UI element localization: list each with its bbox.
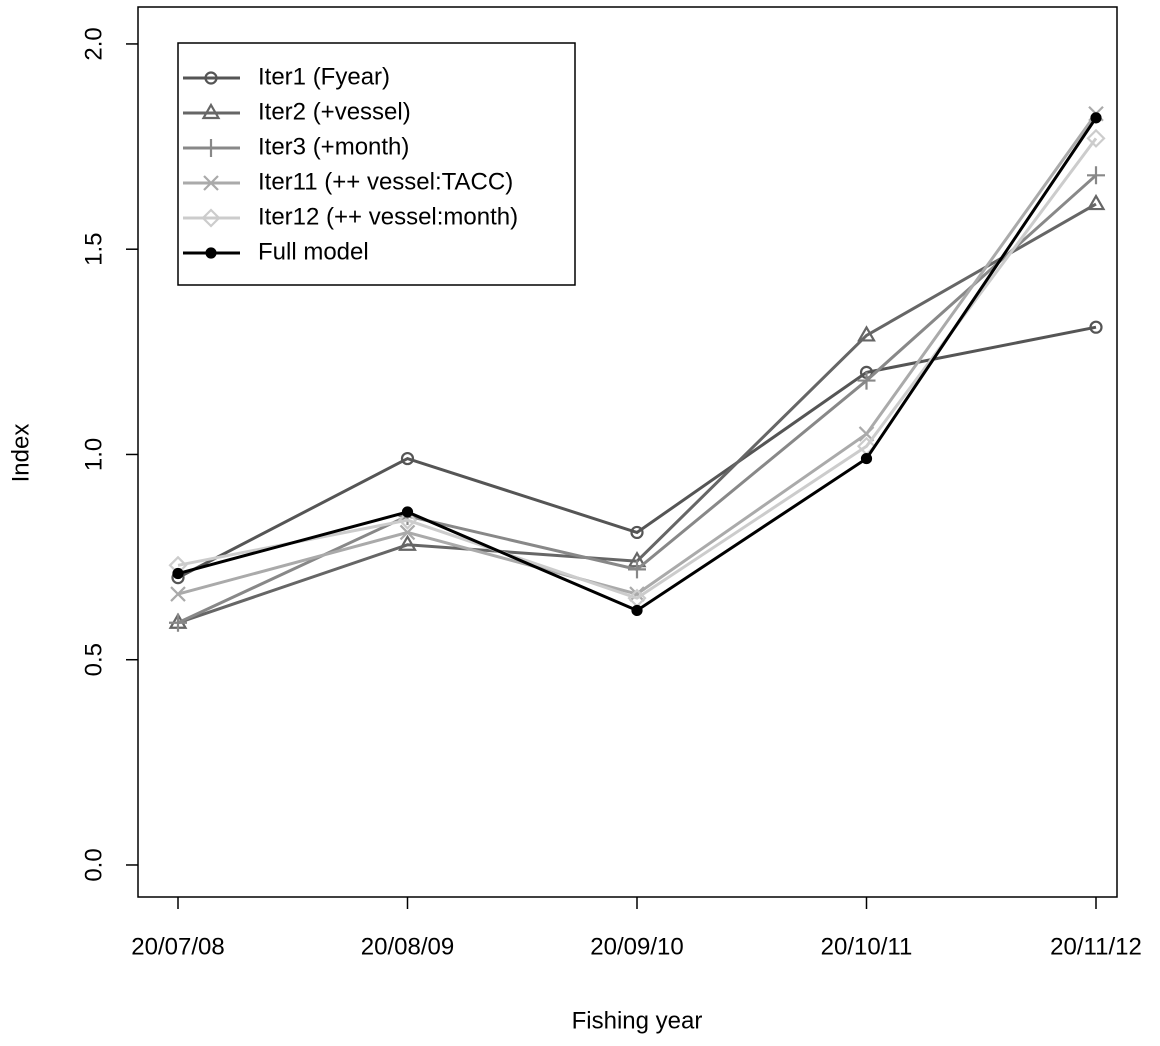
y-tick-label: 1.5 [80,233,107,266]
legend-label: Iter3 (+month) [258,133,409,160]
legend-label: Iter2 (+vessel) [258,98,411,125]
legend-label: Iter12 (++ vessel:month) [258,203,518,230]
series [171,320,1103,585]
y-tick-label: 0.5 [80,643,107,676]
marker [1089,320,1103,334]
y-axis-label: Index [7,424,34,483]
marker [398,534,417,551]
marker [860,452,873,465]
marker [205,247,217,259]
x-axis-label: Fishing year [572,1007,703,1034]
plot-frame [137,6,1118,898]
x-tick-label: 20/07/08 [131,933,224,960]
marker [1087,166,1105,185]
x-tick-label: 20/11/12 [1050,933,1142,960]
marker [201,208,221,228]
series-line [177,325,1097,579]
y-tick-label: 1.0 [80,438,107,471]
marker [401,506,414,518]
marker [857,371,876,390]
legend-label: Full model [258,238,369,265]
marker [628,560,646,579]
marker [172,567,184,580]
marker [1086,193,1106,211]
marker [1090,112,1102,124]
marker [170,586,186,602]
marker [203,175,219,191]
marker [204,71,218,85]
series [172,112,1102,617]
marker [857,325,876,342]
y-tick-label: 0.0 [80,848,107,881]
marker [630,525,644,540]
marker [202,139,220,157]
legend-box [177,42,576,286]
marker [201,102,221,120]
marker [629,586,645,602]
marker [400,451,415,466]
legend-label: Iter11 (++ vessel:TACC) [258,168,513,195]
marker [1086,128,1106,148]
marker [397,510,418,530]
x-tick-label: 20/09/10 [590,933,683,960]
legend-label: Iter1 (Fyear) [258,63,390,90]
x-tick-label: 20/10/11 [821,933,913,960]
y-tick-label: 2.0 [80,27,107,60]
marker [399,524,416,541]
marker [631,604,643,617]
legend: Iter1 (Fyear) Iter2 (+vessel) Iter3 (+mont… [177,42,576,286]
x-tick-label: 20/08/09 [361,933,454,960]
marker [169,613,187,632]
